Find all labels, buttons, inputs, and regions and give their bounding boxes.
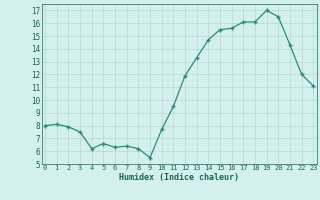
X-axis label: Humidex (Indice chaleur): Humidex (Indice chaleur) xyxy=(119,173,239,182)
